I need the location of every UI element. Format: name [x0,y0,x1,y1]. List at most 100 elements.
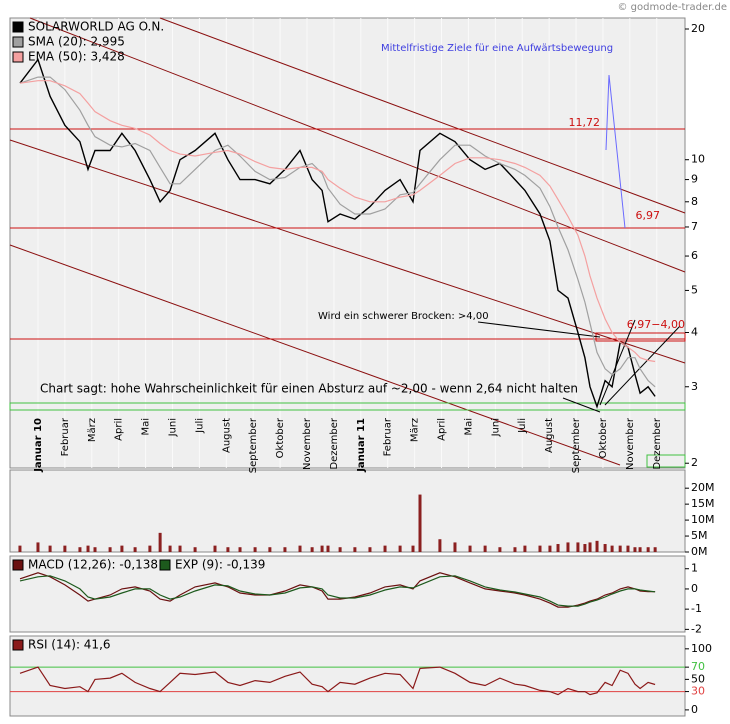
series-line [19,666,656,696]
volume-bar [638,547,642,552]
volume-bar [438,539,442,552]
volume-bar [411,545,415,552]
x-tick-label: August [221,418,232,453]
y-tick-label: 15M [691,497,715,510]
panel-background [9,635,686,717]
x-tick-label: Mai [141,418,152,436]
x-tick-label: Oktober [598,417,609,458]
x-tick-label: April [114,418,125,441]
x-tick-label: Oktober [275,417,286,458]
legend-label: MACD (12,26): -0,138 [28,558,158,572]
volume-bar [618,545,622,552]
volume-bar [548,545,552,552]
panel-background [9,469,686,553]
volume-bar [398,545,402,552]
volume-bar [298,545,302,552]
volume-bar [133,547,137,552]
y-tick-label: 5M [691,529,708,542]
x-tick-label: Dezember [652,417,663,469]
note-line [477,321,601,338]
y-tick-label: 6 [691,249,698,262]
x-tick-label: November [302,417,313,470]
annotation-lines [9,17,686,468]
series-line [19,80,656,363]
annotation: Chart sagt: hohe Wahrscheinlichkeit für … [40,382,578,396]
y-tick-label: 1 [691,562,698,575]
x-tick-label: Januar 11 [356,418,367,473]
volume-bar [353,547,357,552]
series-line [19,575,656,607]
x-tick-label: September [248,417,259,473]
channel-line [9,244,621,466]
volume-bar [283,547,287,552]
legend-swatch [12,639,24,651]
volume-bar [36,542,40,552]
channel-line [159,17,686,214]
volume-bar [148,545,152,552]
volume-bar [86,545,90,552]
volume-bar [595,540,599,552]
support-zone [9,402,686,411]
volume-bar [368,547,372,552]
volume-bar [226,547,230,552]
credit: © godmode-trader.de [618,2,728,13]
y-tick-label: 50 [691,672,705,685]
y-tick-label: -2 [691,622,702,635]
x-tick-label: Dezember [329,417,340,469]
y-tick-label: 2 [691,456,698,469]
volume-bar [193,547,197,552]
y-tick-label: 3 [691,380,698,393]
volume-bar [566,542,570,552]
volume-bar [653,547,657,552]
volume-bar [158,532,162,552]
y-tick-label: 10 [691,153,705,166]
volume-bar [338,547,342,552]
x-tick-label: September [571,417,582,473]
x-tick-label: April [437,418,448,441]
legend-label: SMA (20): 2,995 [28,35,125,49]
volume-bar [523,545,527,552]
volume-bar [78,547,82,552]
legend-swatch [12,51,24,63]
y-tick-label: 10M [691,513,715,526]
volume-bar [646,547,650,552]
volume-bar [633,547,637,552]
x-tick-label: Februar [60,417,71,456]
annotation: 6,97−4,00 [627,318,685,331]
y-tick-label: 70 [691,660,705,673]
x-tick-label: Februar [383,417,394,456]
volume-bar [18,545,22,552]
y-tick-label: 4 [691,326,698,339]
y-tick-label: -1 [691,602,702,615]
x-tick-label: März [87,418,98,442]
volume-bar [238,547,242,552]
y-tick-label: 20M [691,481,715,494]
legend-label: RSI (14): 41,6 [28,638,111,652]
series-line [19,58,656,409]
volume-bar [383,545,387,552]
volume-bar [213,545,217,552]
volume-bar [418,494,422,552]
y-tick-label: 0M [691,545,708,558]
support-zone [646,454,686,468]
legend-swatch [12,559,24,571]
volume-bar [583,544,587,552]
x-tick-label: März [410,418,421,442]
annotation: 11,72 [569,116,601,129]
annotation: Mittelfristige Ziele für eine Aufwärtsbe… [381,43,613,54]
volume-bar [253,547,257,552]
x-tick-label: Juni [490,418,501,437]
channel-line [29,17,686,273]
x-tick-label: Mai [463,418,474,436]
annotation: 6,97 [636,209,661,222]
panel-background [9,555,686,633]
y-tick-label: 9 [691,173,698,186]
x-tick-label: August [544,418,555,453]
series-line [19,76,656,388]
volume-bar [93,547,97,552]
volume-bar [556,544,560,552]
legend-swatch [12,36,24,48]
volume-bar [48,545,52,552]
legend-label: SOLARWORLD AG O.N. [28,20,164,34]
